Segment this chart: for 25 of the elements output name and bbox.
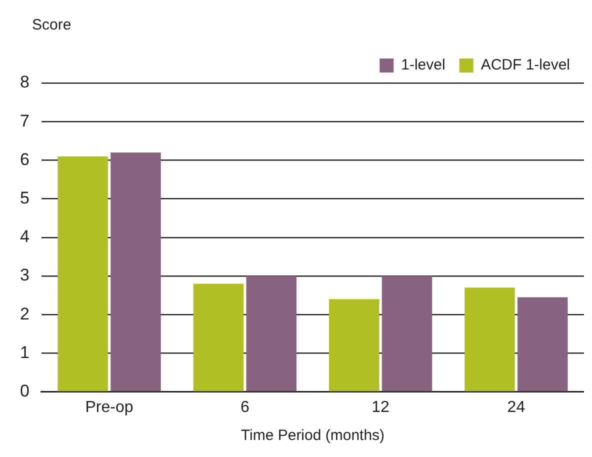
y-tick-label: 6 [20, 150, 30, 169]
bar [58, 156, 108, 392]
y-tick-label: 0 [20, 381, 30, 400]
x-tick-label: Pre-op [85, 398, 134, 416]
legend-label: ACDF 1-level [480, 56, 570, 74]
bar [193, 284, 244, 392]
y-tick-label: 7 [20, 111, 30, 130]
bar [464, 288, 515, 392]
bar [382, 276, 432, 392]
y-tick-label: 4 [20, 227, 30, 246]
bar [518, 297, 568, 392]
x-tick-label: 6 [240, 398, 250, 416]
bar [110, 152, 161, 392]
bar [246, 276, 296, 392]
bar [328, 299, 380, 392]
y-tick-label: 1 [20, 342, 30, 362]
y-tick-label: 8 [20, 72, 30, 92]
y-tick-label: 2 [20, 304, 30, 324]
y-tick-label: 5 [20, 188, 30, 208]
legend-label: 1-level [401, 56, 446, 74]
y-axis-title: Score [32, 16, 72, 34]
x-axis-title: Time Period (months) [240, 427, 385, 444]
y-tick-label: 3 [20, 266, 30, 285]
x-tick-label: 24 [507, 398, 526, 416]
x-tick-label: 12 [372, 398, 390, 416]
